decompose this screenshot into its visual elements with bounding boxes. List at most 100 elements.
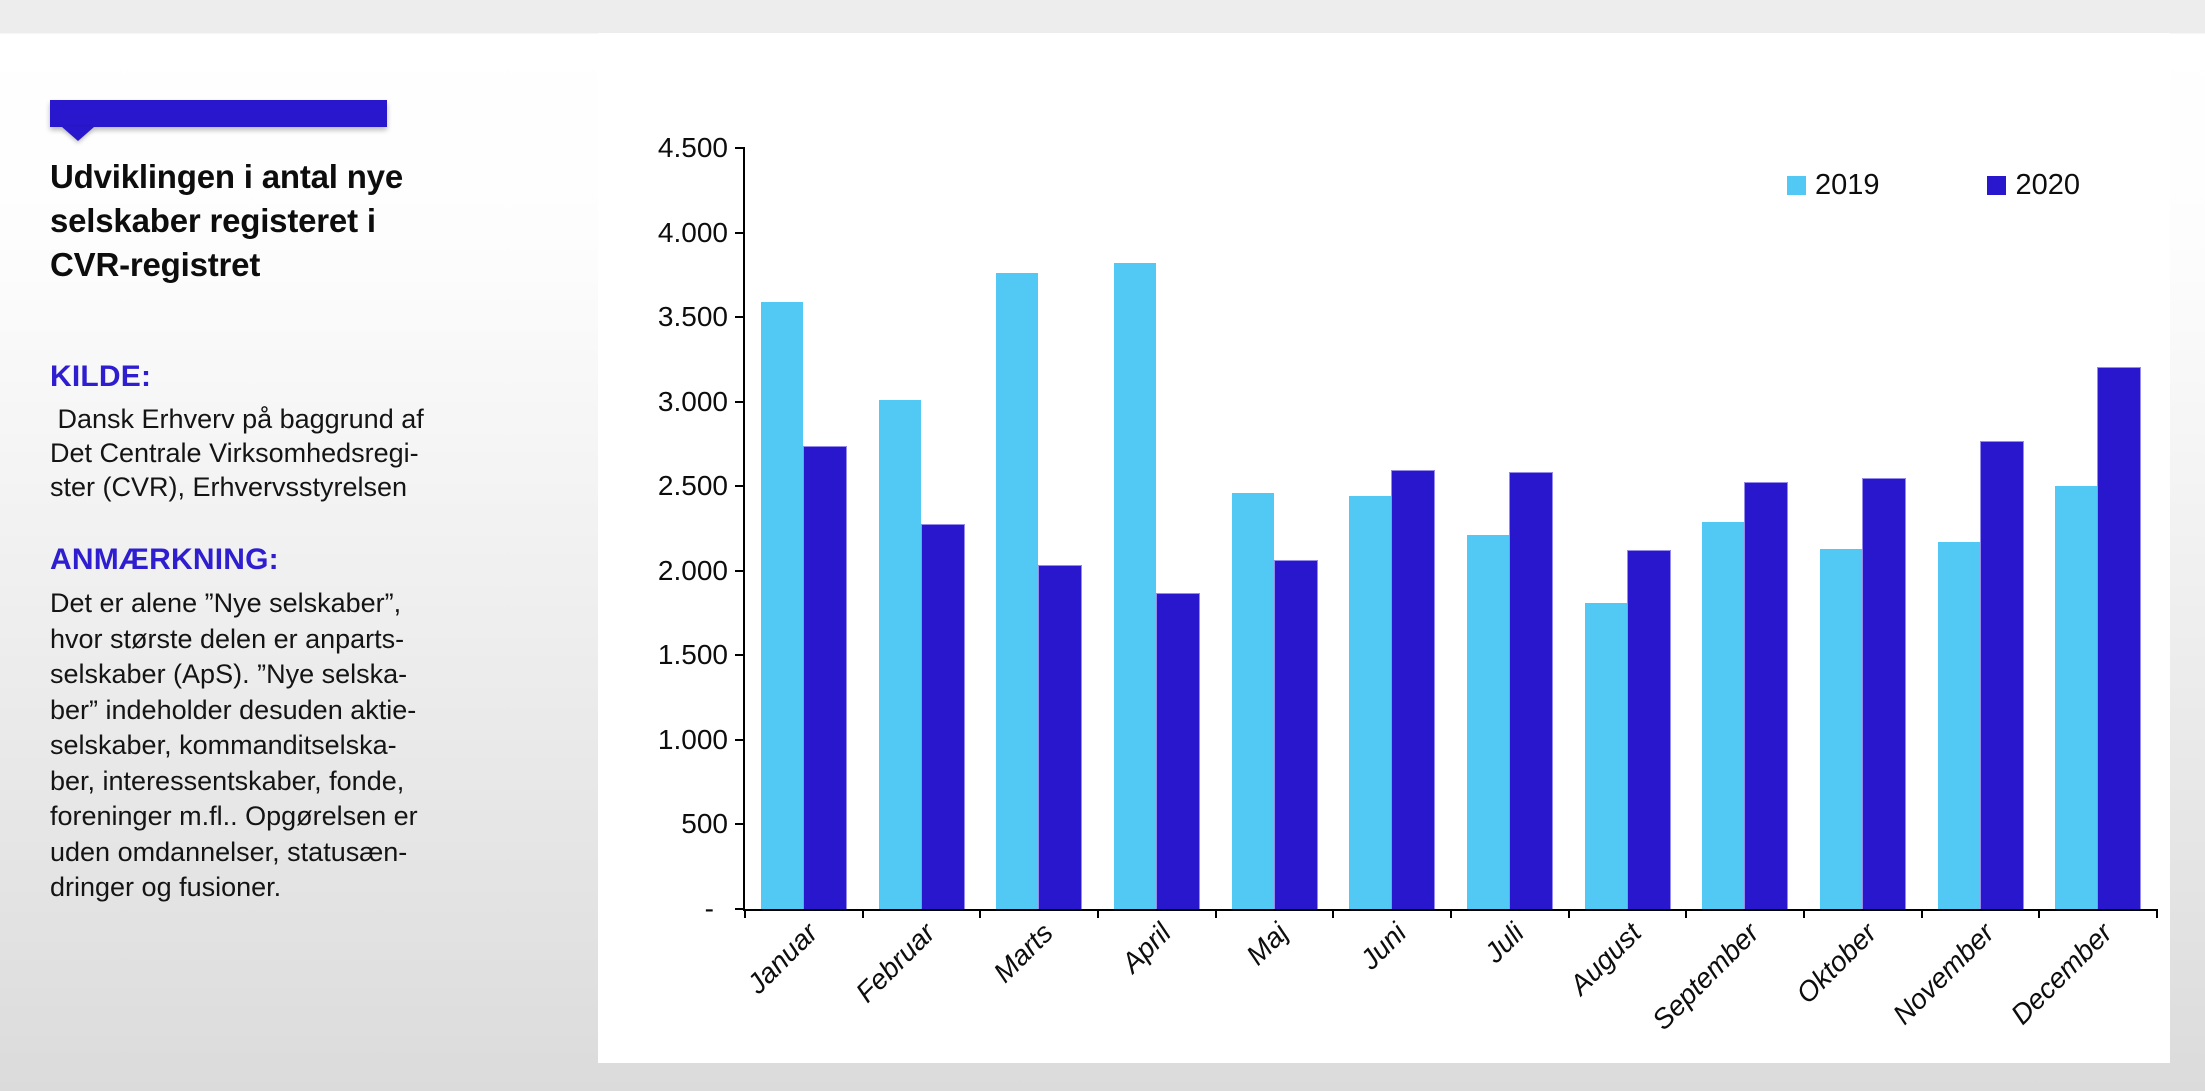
- bar-series-container: [745, 148, 2157, 909]
- bar-group-februar: [863, 148, 981, 909]
- chart-panel: 4.500 4.000 3.500 3.000 2.500 2.000 1.500 1.000…: [598, 33, 2170, 1063]
- bar-2020-juli: [1508, 471, 1553, 909]
- y-tick-mark: [735, 485, 745, 488]
- x-axis-label-august: August: [1563, 917, 1648, 1001]
- bar-group-marts: [980, 148, 1098, 909]
- bar-2019-februar: [878, 399, 921, 909]
- bar-2019-december: [2055, 486, 2098, 909]
- bar-2020-september: [1744, 481, 1789, 909]
- y-tick-label: 4.500: [657, 132, 728, 163]
- x-tick-mark: [1097, 909, 1099, 918]
- bar-group-november: [1922, 148, 2040, 909]
- bar-2020-april: [1155, 593, 1200, 909]
- title-banner-bar: [50, 100, 387, 127]
- y-tick-mark: [735, 400, 745, 403]
- bar-group-april: [1098, 148, 1216, 909]
- y-tick-mark: [735, 569, 745, 572]
- bar-group-maj: [1216, 148, 1334, 909]
- x-tick-mark: [1803, 909, 1805, 918]
- bar-2019-juni: [1349, 496, 1392, 909]
- y-tick-label: 1.000: [657, 723, 728, 755]
- x-tick-mark: [861, 909, 864, 918]
- bar-2020-oktober: [1861, 478, 1906, 909]
- bar-2020-januar: [802, 446, 847, 909]
- bar-2019-marts: [996, 273, 1039, 909]
- y-tick-mark: [735, 738, 745, 741]
- x-axis-label-september: September: [1646, 917, 1766, 1036]
- bar-2020-februar: [920, 524, 965, 909]
- y-tick-mark: [735, 231, 745, 234]
- bar-2019-august: [1584, 602, 1627, 909]
- x-tick-mark: [1920, 909, 1923, 918]
- legend-label-2020: 2020: [2015, 169, 2080, 201]
- x-axis-label-juli: Juli: [1478, 917, 1530, 969]
- y-tick-label: 4.000: [657, 216, 728, 248]
- y-tick-label: 1.500: [657, 639, 728, 671]
- note-text: Det er alene ”Nye selskaber”, hvor størs…: [50, 588, 418, 902]
- bar-2020-maj: [1273, 559, 1318, 909]
- bar-2019-januar: [760, 301, 803, 909]
- x-axis-label-marts: Marts: [987, 917, 1060, 989]
- x-axis-label-april: April: [1115, 917, 1177, 979]
- y-tick-mark: [735, 147, 745, 149]
- bar-2019-juli: [1466, 535, 1509, 909]
- x-tick-mark: [1332, 909, 1335, 918]
- y-tick-label: 3.500: [657, 301, 728, 333]
- y-tick-label: 2.500: [657, 470, 728, 502]
- y-tick-mark: [735, 908, 745, 910]
- legend-swatch-2019: [1786, 176, 1806, 195]
- plot-area: [735, 147, 2158, 918]
- bar-group-juni: [1333, 148, 1451, 909]
- legend-label-2019: 2019: [1814, 169, 1880, 201]
- banner-pointer-triangle: [62, 127, 94, 141]
- x-axis-label-november: November: [1887, 917, 2001, 1031]
- x-axis-label-februar: Februar: [850, 917, 942, 1009]
- x-axis-label-december: December: [2004, 917, 2119, 1031]
- x-axis-label-oktober: Oktober: [1790, 917, 1883, 1010]
- legend-item-2020: 2020: [1987, 169, 2080, 202]
- y-axis-labels: 4.500 4.000 3.500 3.000 2.500 2.000 1.500 1.000…: [598, 132, 728, 924]
- bar-group-august: [1569, 148, 1687, 909]
- bar-2020-december: [2097, 366, 2142, 909]
- bar-2019-oktober: [1819, 548, 1862, 909]
- bar-group-december: [2039, 148, 2157, 909]
- page-title: Udviklingen i antal nye selskaber regist…: [50, 158, 403, 283]
- x-tick-mark: [2156, 909, 2158, 918]
- x-tick-mark: [979, 909, 982, 918]
- x-tick-mark: [2038, 909, 2041, 918]
- bar-group-september: [1686, 148, 1804, 909]
- x-tick-mark: [1685, 909, 1688, 918]
- x-tick-mark: [1567, 909, 1570, 918]
- y-tick-label: -: [704, 893, 714, 924]
- bar-2019-november: [1937, 542, 1980, 909]
- y-tick-mark: [735, 316, 745, 319]
- legend-item-2019: 2019: [1786, 169, 1880, 202]
- bar-2020-marts: [1038, 564, 1083, 909]
- x-axis-label-januar: Januar: [741, 917, 824, 1000]
- bar-group-juli: [1451, 148, 1569, 909]
- x-tick-mark: [1214, 909, 1217, 918]
- x-tick-mark: [744, 909, 746, 918]
- chart-legend: 2019 2020: [1786, 169, 2080, 202]
- x-tick-mark: [1450, 909, 1452, 918]
- note-heading: ANMÆRKNING:: [50, 543, 279, 576]
- y-tick-mark: [735, 823, 745, 826]
- y-tick-label: 500: [681, 808, 728, 840]
- y-tick-label: 3.000: [657, 385, 728, 417]
- y-tick-mark: [735, 654, 745, 657]
- bar-2020-november: [1979, 441, 2024, 909]
- bar-2019-september: [1702, 521, 1745, 909]
- x-axis-label-maj: Maj: [1240, 917, 1295, 971]
- bar-2020-juni: [1391, 470, 1436, 909]
- bar-group-januar: [745, 148, 863, 909]
- bar-group-oktober: [1804, 148, 1922, 909]
- source-text: Dansk Erhverv på baggrund af Det Central…: [50, 404, 424, 502]
- legend-swatch-2020: [1987, 176, 2007, 195]
- bar-2019-maj: [1231, 493, 1274, 909]
- x-axis-label-juni: Juni: [1353, 917, 1413, 976]
- y-tick-label: 2.000: [657, 554, 728, 586]
- bar-2020-august: [1626, 549, 1671, 909]
- source-heading: KILDE:: [50, 360, 152, 393]
- bar-2019-april: [1113, 263, 1156, 909]
